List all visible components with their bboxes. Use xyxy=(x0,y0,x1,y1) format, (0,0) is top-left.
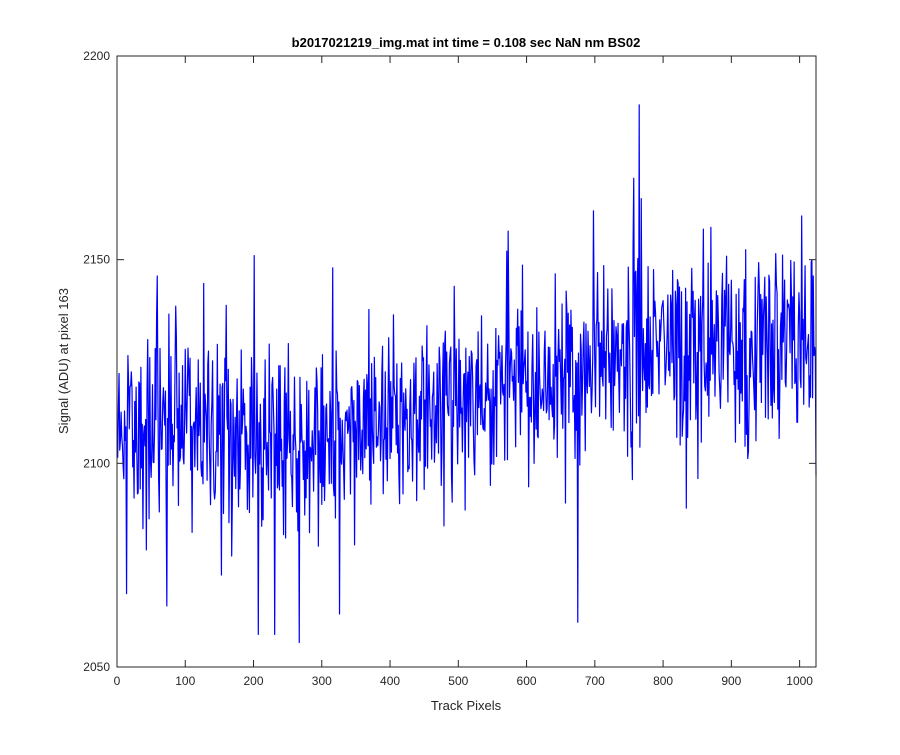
x-tick-label: 700 xyxy=(585,674,605,688)
y-tick-label: 2100 xyxy=(83,456,110,470)
x-tick-label: 100 xyxy=(175,674,195,688)
x-axis-ticks: 0 100 200 300 400 500 600 700 800 900 1000 xyxy=(114,56,813,688)
y-tick-label: 2200 xyxy=(83,49,110,63)
x-tick-label: 500 xyxy=(448,674,468,688)
chart-title: b2017021219_img.mat int time = 0.108 sec… xyxy=(292,35,641,50)
x-tick-label: 200 xyxy=(244,674,264,688)
series-group xyxy=(117,104,817,644)
signal-series-line xyxy=(117,104,817,644)
x-tick-label: 600 xyxy=(517,674,537,688)
x-tick-label: 1000 xyxy=(786,674,813,688)
x-tick-label: 900 xyxy=(721,674,741,688)
y-axis-label: Signal (ADU) at pixel 163 xyxy=(56,288,71,434)
y-tick-label: 2050 xyxy=(83,660,110,674)
x-tick-label: 300 xyxy=(312,674,332,688)
x-tick-label: 0 xyxy=(114,674,121,688)
y-tick-label: 2150 xyxy=(83,253,110,267)
x-tick-label: 800 xyxy=(653,674,673,688)
y-axis-ticks: 2050 2100 2150 2200 xyxy=(83,49,816,674)
x-tick-label: 400 xyxy=(380,674,400,688)
axes-box xyxy=(116,55,817,668)
x-axis-label: Track Pixels xyxy=(431,698,502,713)
